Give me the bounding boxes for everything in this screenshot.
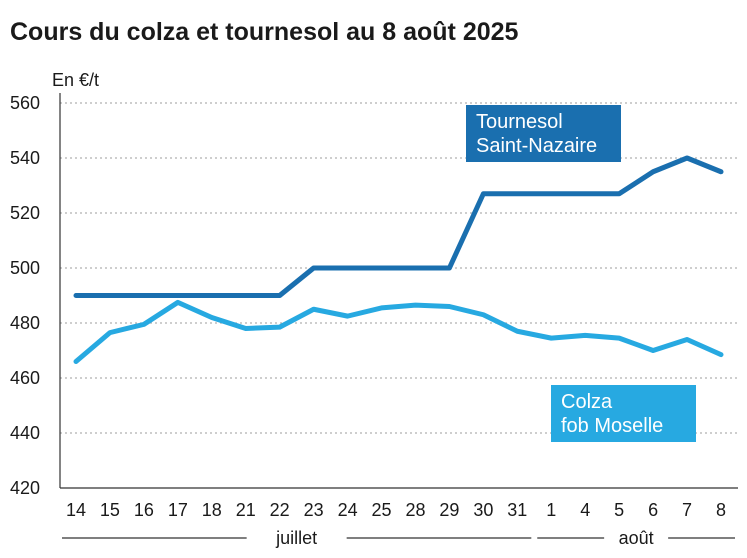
x-tick-label-5: 5 [614, 500, 624, 520]
series-label-text-0-1: Saint-Nazaire [476, 135, 597, 157]
x-tick-label-7: 7 [682, 500, 692, 520]
x-tick-label-4: 4 [580, 500, 590, 520]
series-line-1 [73, 299, 724, 364]
y-tick-label-440: 440 [10, 423, 40, 443]
series-label-box-1 [551, 385, 696, 442]
x-tick-label-6: 6 [648, 500, 658, 520]
x-tick-label-23: 23 [304, 500, 324, 520]
series-line-0 [73, 155, 724, 298]
y-tick-label-520: 520 [10, 203, 40, 223]
month-label-1: août [619, 528, 654, 548]
y-tick-label-500: 500 [10, 258, 40, 278]
x-tick-label-22: 22 [270, 500, 290, 520]
y-axis-unit-label: En €/t [52, 70, 99, 90]
month-label-0: juillet [275, 528, 317, 548]
chart-title: Cours du colza et tournesol au 8 août 20… [10, 18, 519, 46]
x-tick-label-14: 14 [66, 500, 86, 520]
series-label-text-0-0: Tournesol [476, 111, 563, 133]
y-tick-label-420: 420 [10, 478, 40, 498]
y-tick-label-460: 460 [10, 368, 40, 388]
series-layer [73, 155, 724, 364]
x-tick-label-8: 8 [716, 500, 726, 520]
x-tick-label-29: 29 [439, 500, 459, 520]
series-label-text-1-1: fob Moselle [561, 415, 663, 437]
x-tick-label-18: 18 [202, 500, 222, 520]
x-tick-label-21: 21 [236, 500, 256, 520]
x-tick-label-15: 15 [100, 500, 120, 520]
x-tick-label-17: 17 [168, 500, 188, 520]
x-tick-label-30: 30 [473, 500, 493, 520]
month-labels: juillet août [62, 528, 735, 548]
axis-layer [59, 93, 738, 489]
series-label-text-1-0: Colza [561, 391, 613, 413]
y-tick-label-540: 540 [10, 148, 40, 168]
x-tick-label-1: 1 [546, 500, 556, 520]
grid-layer: 420 440 460 480 500 520 540 560 [10, 93, 738, 498]
x-tick-label-24: 24 [338, 500, 358, 520]
y-tick-label-480: 480 [10, 313, 40, 333]
series-label-box-0 [466, 105, 621, 162]
y-tick-label-560: 560 [10, 93, 40, 113]
x-tick-label-16: 16 [134, 500, 154, 520]
x-tick-label-31: 31 [507, 500, 527, 520]
x-tick-label-25: 25 [372, 500, 392, 520]
x-tick-labels: 14 15 16 17 18 21 22 23 24 25 28 29 30 31 1 4 5 6 7 8 [66, 500, 726, 520]
x-tick-label-28: 28 [405, 500, 425, 520]
